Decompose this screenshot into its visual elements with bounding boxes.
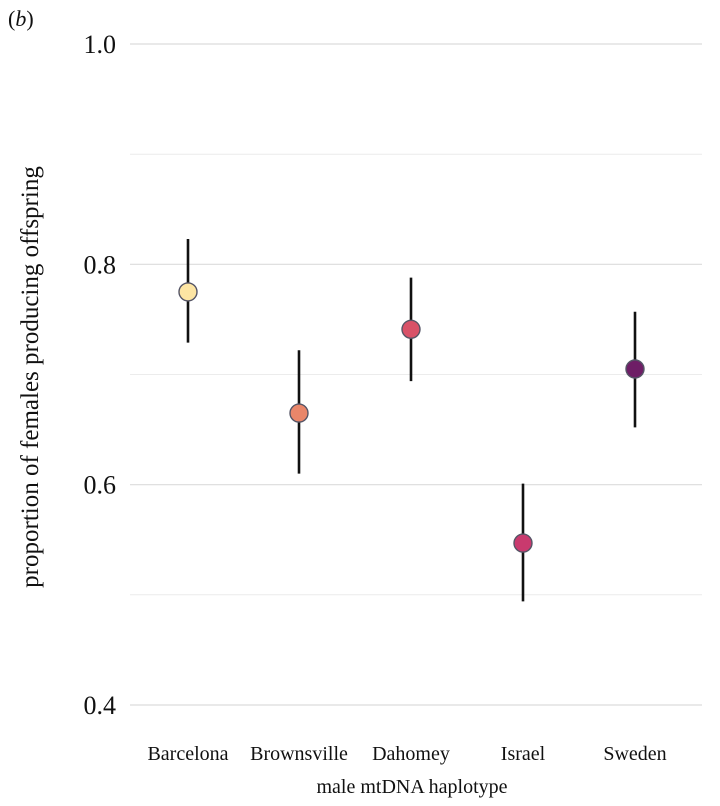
x-tick-label: Barcelona <box>147 743 228 765</box>
grid-lines <box>130 43 702 706</box>
error-bars <box>186 239 637 602</box>
data-point <box>178 282 198 302</box>
y-tick-label: 0.4 <box>84 691 117 720</box>
y-axis-ticks: 0.4 0.6 0.8 1.0 <box>84 30 117 720</box>
x-tick-label: Israel <box>501 743 546 765</box>
x-tick-label: Brownsville <box>250 743 348 765</box>
y-tick-label: 0.6 <box>84 471 117 500</box>
y-tick-label: 0.8 <box>84 250 117 279</box>
x-axis-ticks: Barcelona Brownsville Dahomey Israel Sweden <box>147 743 666 765</box>
data-point <box>513 533 533 553</box>
x-tick-label: Dahomey <box>372 743 450 765</box>
data-points <box>178 282 645 553</box>
x-axis-label: male mtDNA haplotype <box>316 776 508 798</box>
y-axis-label: proportion of females producing offsprin… <box>17 166 44 588</box>
x-tick-label: Sweden <box>603 743 666 765</box>
data-point <box>289 403 309 423</box>
panel-label: (b) <box>8 6 34 31</box>
y-tick-label: 1.0 <box>84 30 117 59</box>
panel-label-letter: b <box>15 6 27 31</box>
data-point <box>625 359 645 379</box>
data-point <box>401 319 421 339</box>
